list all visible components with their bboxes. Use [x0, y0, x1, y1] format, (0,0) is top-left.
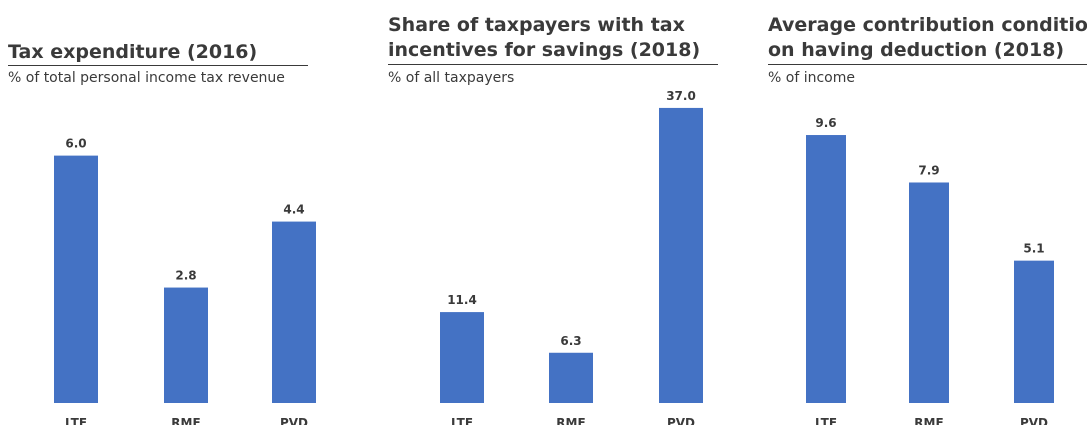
x-tick-label: RMF: [556, 416, 585, 425]
data-label: 37.0: [666, 89, 696, 103]
bar-ltf: [806, 135, 846, 403]
bar-chart: 11.4 LTF 6.3 RMF 37.0 PVD: [440, 89, 703, 425]
chart-title-line: Tax expenditure (2016): [8, 41, 258, 63]
x-tick-label: LTF: [451, 416, 473, 425]
title-underline: [8, 65, 308, 66]
data-label: 5.1: [1023, 242, 1044, 256]
bar-ltf: [440, 312, 484, 403]
bar-pvd: [1014, 260, 1054, 403]
chart-title: Tax expenditure (2016): [8, 40, 257, 65]
data-label: 9.6: [815, 116, 836, 130]
title-underline: [388, 64, 718, 65]
x-tick-label: PVD: [280, 416, 308, 425]
chart-subtitle: % of all taxpayers: [388, 70, 515, 86]
chart-title: Average contribution conditional on havi…: [768, 13, 1087, 63]
bar-pvd: [272, 221, 316, 403]
x-tick-label: PVD: [1020, 416, 1048, 425]
chart-panel-share-of-taxpayers: Share of taxpayers with tax incentives f…: [380, 0, 740, 425]
x-tick-label: PVD: [667, 416, 695, 425]
data-label: 11.4: [447, 293, 477, 307]
title-underline: [768, 64, 1087, 65]
bar-rmf: [164, 287, 208, 403]
bar-chart: 6.0 LTF 2.8 RMF 4.4 PVD: [54, 137, 316, 425]
x-tick-label: LTF: [815, 416, 837, 425]
data-label: 2.8: [175, 269, 196, 283]
bar-rmf: [909, 182, 949, 403]
data-label: 4.4: [283, 203, 304, 217]
chart-panel-tax-expenditure: Tax expenditure (2016) % of total person…: [0, 0, 350, 425]
bar-rmf: [549, 352, 593, 403]
chart-title-line: on having deduction (2018): [768, 39, 1065, 61]
bar-ltf: [54, 155, 98, 403]
chart-subtitle: % of total personal income tax revenue: [8, 70, 285, 86]
bar-chart: 9.6 LTF 7.9 RMF 5.1 PVD: [806, 116, 1054, 425]
data-label: 7.9: [918, 163, 939, 177]
data-label: 6.0: [65, 137, 86, 151]
bar-pvd: [659, 107, 703, 404]
x-tick-label: RMF: [914, 416, 943, 425]
chart-panel-average-contribution: Average contribution conditional on havi…: [760, 0, 1087, 425]
data-label: 6.3: [560, 334, 581, 348]
chart-title-line: Share of taxpayers with tax: [388, 14, 685, 36]
x-tick-label: LTF: [65, 416, 87, 425]
chart-title-line: incentives for savings (2018): [388, 39, 701, 61]
chart-title: Share of taxpayers with tax incentives f…: [388, 13, 700, 63]
chart-title-line: Average contribution conditional: [768, 14, 1087, 36]
chart-subtitle: % of income: [768, 70, 855, 86]
x-tick-label: RMF: [171, 416, 200, 425]
